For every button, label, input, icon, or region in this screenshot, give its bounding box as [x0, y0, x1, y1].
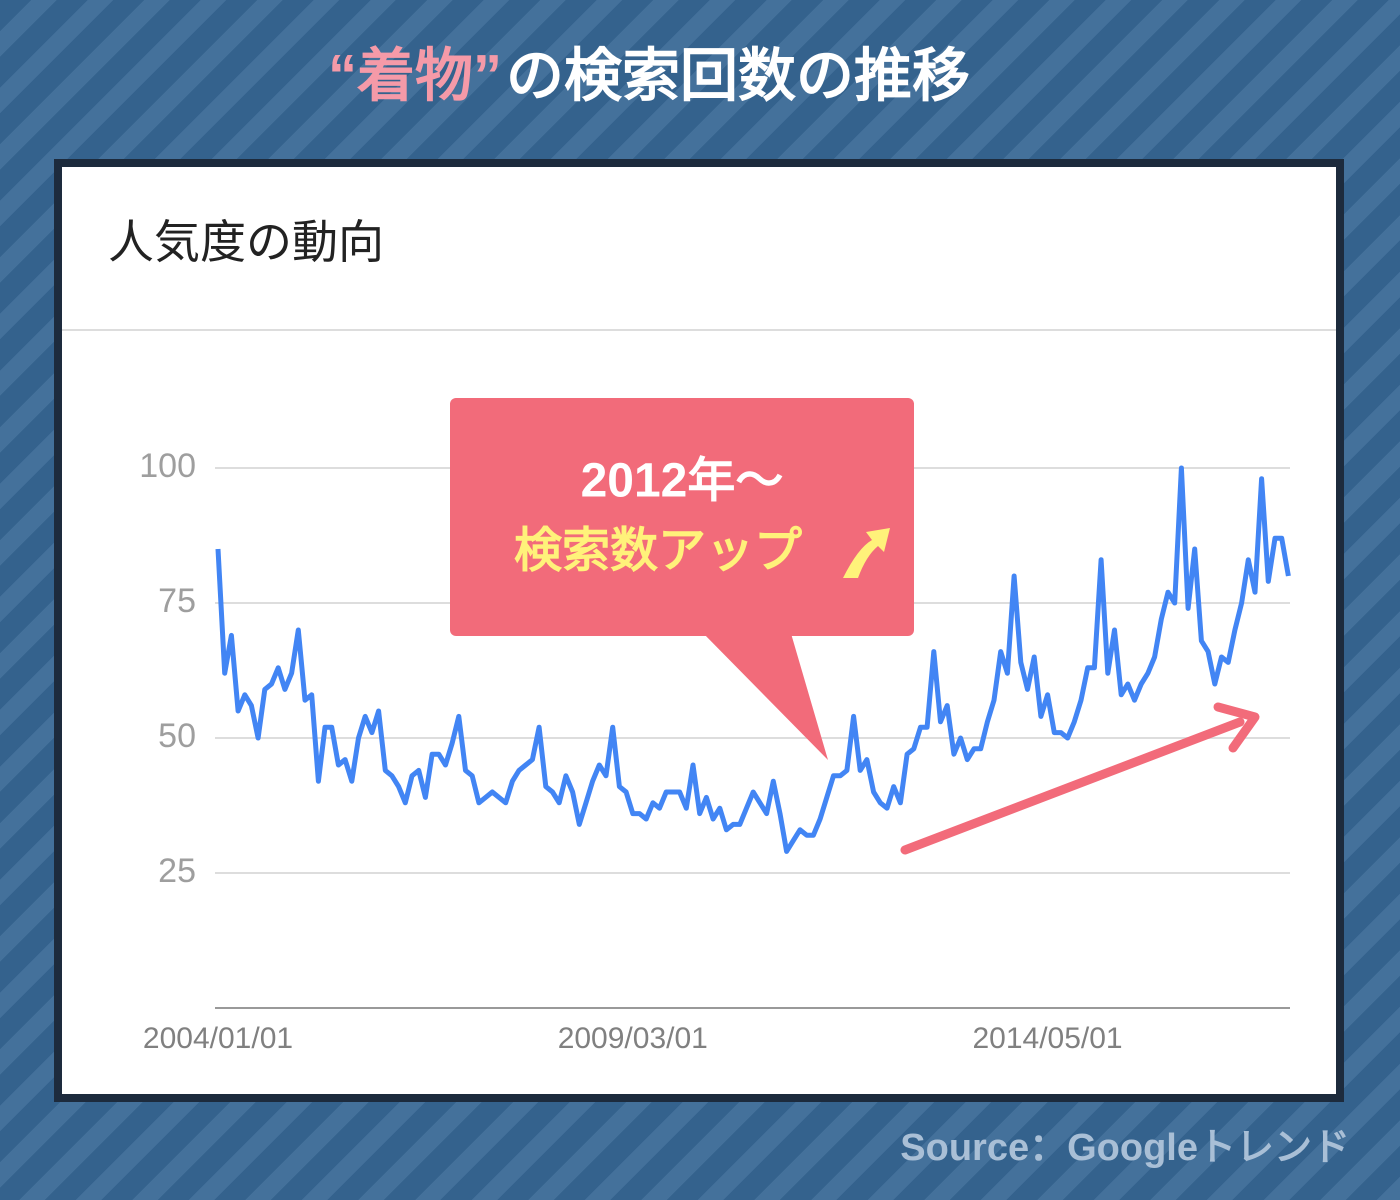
callout: [450, 398, 914, 636]
callout-tail: [700, 630, 828, 760]
x-tick-label: 2004/01/01: [143, 1022, 293, 1055]
y-tick-label: 75: [158, 582, 196, 620]
y-tick-label: 25: [158, 852, 196, 890]
annotation: 検索数アップ: [514, 525, 802, 578]
title-highlight: “着物”: [328, 43, 502, 108]
chart-title: の検索回数の推移: [506, 43, 970, 108]
trend-arrowhead: [1213, 702, 1260, 753]
line-series: [215, 465, 1291, 854]
annotation: 2012年〜: [581, 455, 784, 508]
y-tick-label: 50: [158, 717, 196, 755]
trend-arrow: [900, 717, 1245, 855]
x-tick-label: 2009/03/01: [558, 1022, 708, 1055]
source: Source：Googleトレンド: [900, 1127, 1350, 1169]
up-arrow-icon: [843, 528, 890, 578]
x-tick-label: 2014/05/01: [972, 1022, 1122, 1055]
panel-title: 人気度の動向: [108, 216, 384, 268]
overlay: 2012年〜 検索数アップ: [450, 398, 1260, 855]
y-tick-label: 100: [139, 447, 196, 485]
